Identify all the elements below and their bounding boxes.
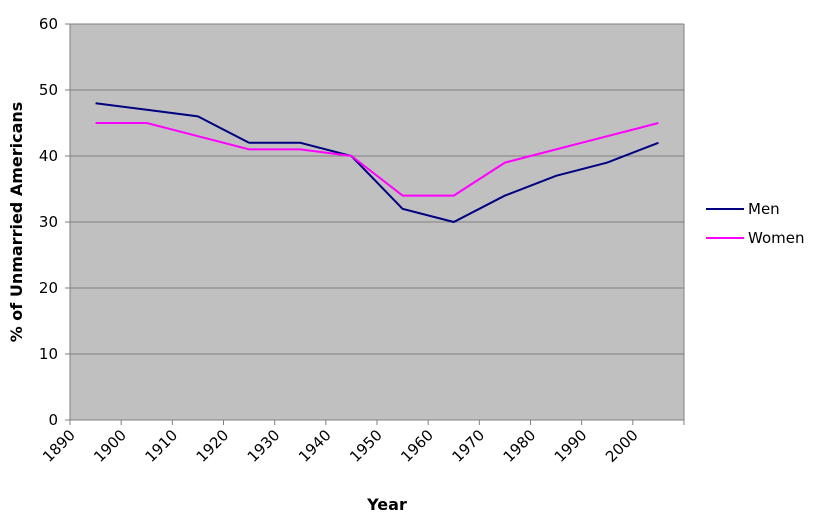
- x-tick-label: 1980: [500, 426, 540, 466]
- y-tick-label: 20: [39, 279, 58, 297]
- y-axis-label: % of Unmarried Americans: [7, 102, 26, 343]
- x-tick-label: 1930: [244, 426, 284, 466]
- y-tick-label: 0: [48, 411, 58, 429]
- series-line-women: [95, 122, 659, 197]
- x-tick-label: 1940: [295, 426, 335, 466]
- x-tick-label: 1920: [193, 426, 233, 466]
- y-tick-label: 10: [39, 345, 58, 363]
- y-tick-label: 40: [39, 147, 58, 165]
- x-axis-ticks: 1890 1900 1910 1920 1930 1940 1950 1960 1970 1980…: [39, 420, 685, 466]
- x-axis-label: Year: [366, 495, 407, 514]
- legend-label-men: Men: [748, 200, 780, 218]
- x-tick-label: 1970: [448, 426, 488, 466]
- y-tick-label: 50: [39, 81, 58, 99]
- x-tick-label: 1950: [346, 426, 386, 466]
- gridlines: [70, 23, 684, 355]
- x-tick-label: 2000: [602, 426, 642, 466]
- legend: Men Women: [706, 200, 804, 247]
- legend-label-women: Women: [748, 229, 804, 247]
- y-tick-label: 30: [39, 213, 58, 231]
- series-line-men: [95, 102, 659, 224]
- x-tick-label: 1890: [39, 426, 79, 466]
- x-tick-label: 1960: [397, 426, 437, 466]
- y-axis-ticks: 0 10 20 30 40 50 60: [39, 15, 70, 429]
- y-tick-label: 60: [39, 15, 58, 33]
- x-tick-label: 1900: [90, 426, 130, 466]
- series-lines: [95, 102, 659, 224]
- x-tick-label: 1910: [141, 426, 181, 466]
- x-tick-label: 1990: [551, 426, 591, 466]
